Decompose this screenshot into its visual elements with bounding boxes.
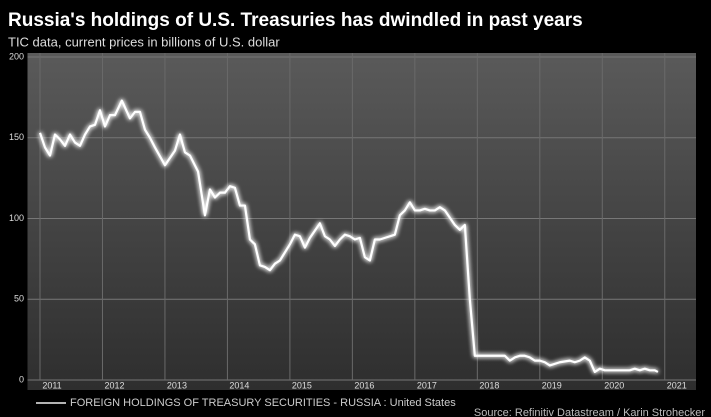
x-tick-label: 2021	[667, 380, 687, 390]
y-tick-label: 0	[19, 374, 24, 384]
y-tick-label: 50	[14, 294, 24, 304]
y-tick-label: 100	[9, 213, 24, 223]
x-tick-label: 2018	[479, 380, 499, 390]
series-line	[38, 99, 659, 374]
x-tick-label: 2013	[167, 380, 187, 390]
x-tick-label: 2016	[354, 380, 374, 390]
x-tick-label: 2017	[417, 380, 437, 390]
plot-area	[27, 53, 696, 390]
x-tick-label: 2012	[104, 380, 124, 390]
x-tick-label: 2019	[542, 380, 562, 390]
x-tick-label: 2015	[292, 380, 312, 390]
legend-label: FOREIGN HOLDINGS OF TREASURY SECURITIES …	[70, 397, 456, 409]
chart-subtitle: TIC data, current prices in billions of …	[8, 34, 280, 49]
x-tick-label: 2020	[604, 380, 624, 390]
source-note: Source: Refinitiv Datastream / Karin Str…	[474, 407, 705, 417]
x-tick-label: 2011	[42, 380, 61, 390]
x-tick-label: 2014	[229, 380, 249, 390]
chart-title: Russia's holdings of U.S. Treasuries has…	[8, 10, 583, 31]
y-tick-label: 150	[9, 132, 24, 142]
y-tick-label: 200	[9, 51, 24, 61]
